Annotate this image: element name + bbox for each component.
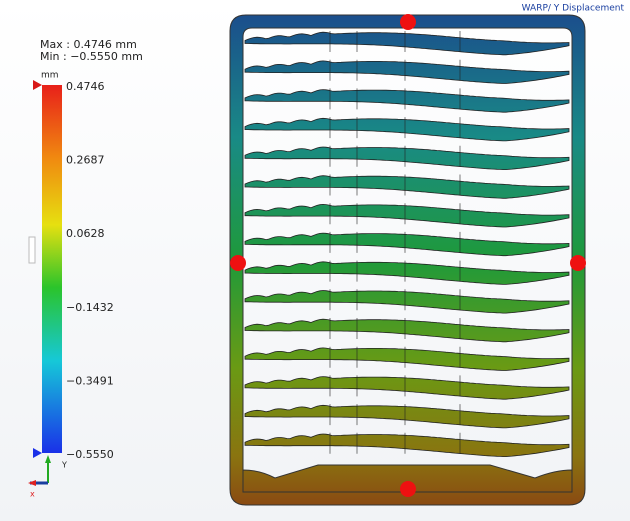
triad-y: Y (61, 461, 67, 470)
scale-tick-label: 0.4746 (66, 80, 105, 93)
scale-tick-label: −0.1432 (66, 301, 114, 314)
scale-tick-label: −0.3491 (66, 374, 114, 387)
constraint-point[interactable] (400, 14, 416, 30)
viewport: WARP/ Y Displacement Max : 0.4746 mm Min… (0, 0, 630, 521)
constraint-point[interactable] (230, 255, 246, 271)
min-label: Min : −0.5550 mm (40, 50, 143, 63)
panel-handle[interactable] (29, 237, 35, 263)
unit-label: mm (41, 71, 59, 81)
result-title: WARP/ Y Displacement (522, 4, 625, 14)
constraint-point[interactable] (400, 481, 416, 497)
triad-x: x (30, 490, 35, 499)
constraint-point[interactable] (570, 255, 586, 271)
color-scale (42, 85, 62, 453)
scale-tick-label: 0.0628 (66, 227, 105, 240)
scale-tick-label: −0.5550 (66, 448, 114, 461)
scale-tick-label: 0.2687 (66, 154, 105, 167)
